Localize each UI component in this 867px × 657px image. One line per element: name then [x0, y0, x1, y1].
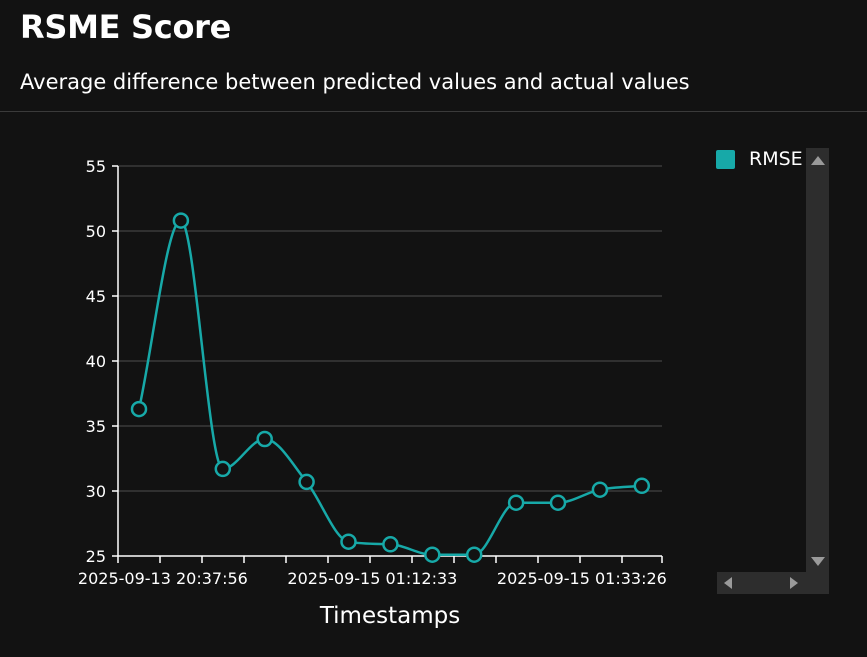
scroll-left-icon[interactable]	[724, 577, 732, 589]
data-point	[340, 533, 357, 550]
x-tick-label: 2025-09-15 01:12:33	[287, 569, 457, 588]
x-axis-title: Timestamps	[319, 603, 460, 629]
series-line-rmse	[137, 219, 642, 556]
scroll-up-icon[interactable]	[811, 156, 825, 165]
data-point	[382, 536, 399, 553]
y-tick-label: 30	[86, 482, 106, 501]
legend-item-rmse[interactable]: RMSE	[716, 148, 803, 170]
legend-horizontal-scrollbar[interactable]	[717, 572, 829, 594]
y-tick-label: 35	[86, 417, 106, 436]
data-point	[256, 430, 273, 448]
legend-swatch	[716, 149, 735, 169]
page-subtitle: Average difference between predicted val…	[20, 70, 690, 94]
y-tick-label: 55	[86, 157, 106, 176]
legend-panel: RMSE	[716, 146, 829, 594]
x-tick-label: 2025-09-13 20:37:56	[78, 569, 248, 588]
data-point	[507, 494, 525, 511]
y-tick-label: 25	[86, 547, 106, 566]
data-point	[633, 477, 651, 495]
y-tick-label: 45	[86, 287, 106, 306]
x-tick-label: 2025-09-15 01:33:26	[497, 569, 667, 588]
scroll-right-icon[interactable]	[790, 577, 798, 589]
page-title: RSME Score	[20, 8, 232, 46]
legend-label: RMSE	[749, 148, 803, 170]
legend-vertical-scrollbar[interactable]	[806, 148, 829, 572]
y-tick-label: 50	[86, 222, 106, 241]
data-point	[549, 494, 567, 511]
data-point	[172, 212, 190, 229]
data-point	[130, 400, 148, 418]
data-point	[465, 546, 483, 563]
y-tick-label: 40	[86, 352, 106, 371]
data-point	[424, 546, 441, 563]
data-point	[298, 473, 315, 491]
scroll-down-icon[interactable]	[811, 557, 825, 566]
header-divider	[0, 111, 867, 112]
data-point	[214, 460, 232, 478]
data-point	[591, 481, 609, 498]
